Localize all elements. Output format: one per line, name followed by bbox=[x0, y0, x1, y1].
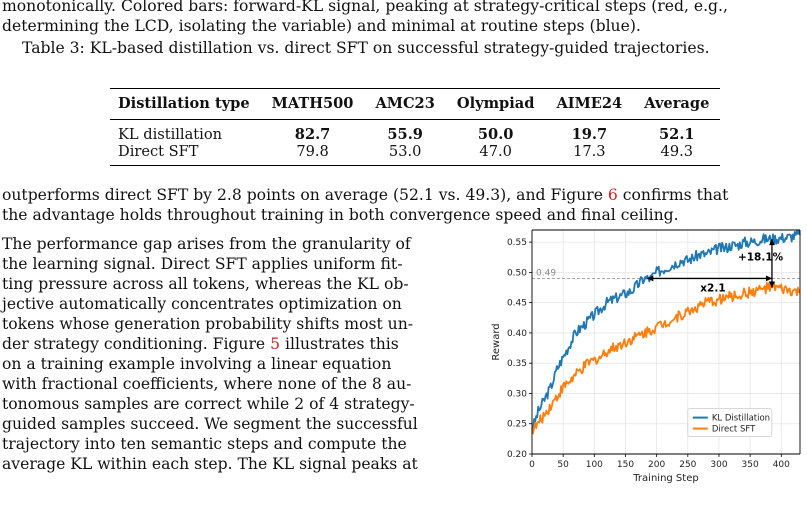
y-tick-label: 0.55 bbox=[507, 238, 527, 248]
y-tick-label: 0.35 bbox=[507, 359, 527, 369]
x-tick-label: 350 bbox=[742, 460, 759, 470]
paragraph-main-line: with fractional coefficients, where none… bbox=[2, 375, 412, 393]
table-header-cell: Average bbox=[633, 88, 721, 120]
speedup-arrowhead-right bbox=[765, 275, 772, 282]
paragraph-main-line: on a training example involving a linear… bbox=[2, 355, 392, 373]
y-tick-label: 0.50 bbox=[507, 268, 527, 278]
series-line-kl-distillation bbox=[531, 230, 801, 433]
paragraph-main-line: ting pressure across all tokens, whereas… bbox=[2, 275, 409, 293]
x-axis-label: Training Step bbox=[632, 473, 698, 484]
x-tick-label: 100 bbox=[586, 460, 603, 470]
table-header-cell: AIME24 bbox=[545, 88, 634, 120]
table-cell: 79.8 bbox=[260, 143, 365, 166]
table-header-row: Distillation type MATH500 AMC23 Olympiad… bbox=[110, 88, 721, 120]
paragraph-mid-line-1: outperforms direct SFT by 2.8 points on … bbox=[2, 186, 729, 204]
table-cell: Direct SFT bbox=[110, 143, 261, 166]
paragraph-main-line: guided samples succeed. We segment the s… bbox=[2, 415, 418, 433]
table-caption: Table 3: KL-based distillation vs. direc… bbox=[22, 39, 710, 57]
table-cell: KL distillation bbox=[118, 126, 223, 143]
table-cell: 53.0 bbox=[364, 143, 446, 166]
reward-training-chart: 0.49 x2.1 +18.1% 0 50 100 150 200 250 300 350 400 0.… bbox=[491, 229, 801, 484]
gain-arrowhead-top bbox=[768, 239, 775, 246]
table-cell: 17.3 bbox=[545, 143, 634, 166]
paragraph-main-line: tokens whose generation probability shif… bbox=[2, 315, 414, 333]
legend-box bbox=[687, 408, 773, 437]
table-row: Direct SFT 79.8 53.0 47.0 17.3 49.3 bbox=[110, 143, 721, 166]
reference-line-label: 0.49 bbox=[536, 268, 556, 278]
results-table: Distillation type MATH500 AMC23 Olympiad… bbox=[110, 88, 721, 166]
table-header-cell: MATH500 bbox=[260, 88, 365, 120]
x-tick-label: 50 bbox=[557, 460, 569, 470]
paragraph-main-line: trajectory into ten semantic steps and c… bbox=[2, 435, 407, 453]
paragraph-main-line: the learning signal. Direct SFT applies … bbox=[2, 255, 403, 273]
y-tick-label: 0.30 bbox=[507, 389, 527, 399]
paragraph-top-line-1: monotonically. Colored bars: forward-KL … bbox=[2, 0, 728, 15]
legend-label: Direct SFT bbox=[712, 425, 756, 435]
x-tick-label: 250 bbox=[679, 460, 696, 470]
paragraph-mid-line-2: the advantage holds throughout training … bbox=[2, 206, 679, 224]
paragraph-main-line: tonomous samples are correct while 2 of … bbox=[2, 395, 415, 413]
table-cell: 55.9 bbox=[387, 126, 423, 143]
table-cell: 50.0 bbox=[477, 126, 514, 143]
y-axis-label: Reward bbox=[491, 323, 502, 360]
speedup-label: x2.1 bbox=[700, 282, 725, 294]
speedup-arrowhead-left bbox=[647, 275, 654, 282]
table-header-cell: Olympiad bbox=[445, 88, 546, 120]
figure-5-link[interactable]: 5 bbox=[270, 335, 281, 353]
y-tick-label: 0.25 bbox=[507, 420, 527, 430]
legend-label: KL Distillation bbox=[712, 414, 770, 424]
x-tick-label: 200 bbox=[648, 460, 665, 470]
table-row: KL distillation 82.7 55.9 50.0 19.7 52.1 bbox=[110, 120, 720, 144]
y-tick-label: 0.40 bbox=[507, 329, 527, 339]
paragraph-main-line: average KL within each step. The KL sign… bbox=[2, 455, 418, 473]
series-line-direct-sft bbox=[531, 281, 801, 435]
table-cell: 82.7 bbox=[294, 126, 331, 143]
table-cell: 49.3 bbox=[633, 143, 721, 166]
table-header-cell: Distillation type bbox=[110, 88, 261, 120]
x-tick-label: 400 bbox=[773, 460, 790, 470]
figure-6-link[interactable]: 6 bbox=[607, 186, 618, 204]
table-cell: 47.0 bbox=[445, 143, 546, 166]
gain-arrowhead-bottom bbox=[768, 281, 775, 288]
x-tick-label: 150 bbox=[617, 460, 634, 470]
paragraph-main-line: der strategy conditioning. Figure 5 illu… bbox=[2, 335, 399, 353]
paragraph-main-line: The performance gap arises from the gran… bbox=[2, 235, 411, 253]
x-tick-label: 300 bbox=[710, 460, 727, 470]
table-header-cell: AMC23 bbox=[364, 88, 446, 120]
y-tick-label: 0.45 bbox=[507, 299, 527, 309]
y-tick-label: 0.20 bbox=[507, 450, 527, 460]
paragraph-top-line-2: determining the LCD, isolating the varia… bbox=[2, 17, 641, 35]
table-cell: 19.7 bbox=[571, 126, 608, 143]
paragraph-main-line: jective automatically concentrates optim… bbox=[2, 295, 402, 313]
x-tick-label: 0 bbox=[529, 460, 535, 470]
gain-label: +18.1% bbox=[738, 251, 784, 263]
table-cell: 52.1 bbox=[659, 126, 695, 143]
